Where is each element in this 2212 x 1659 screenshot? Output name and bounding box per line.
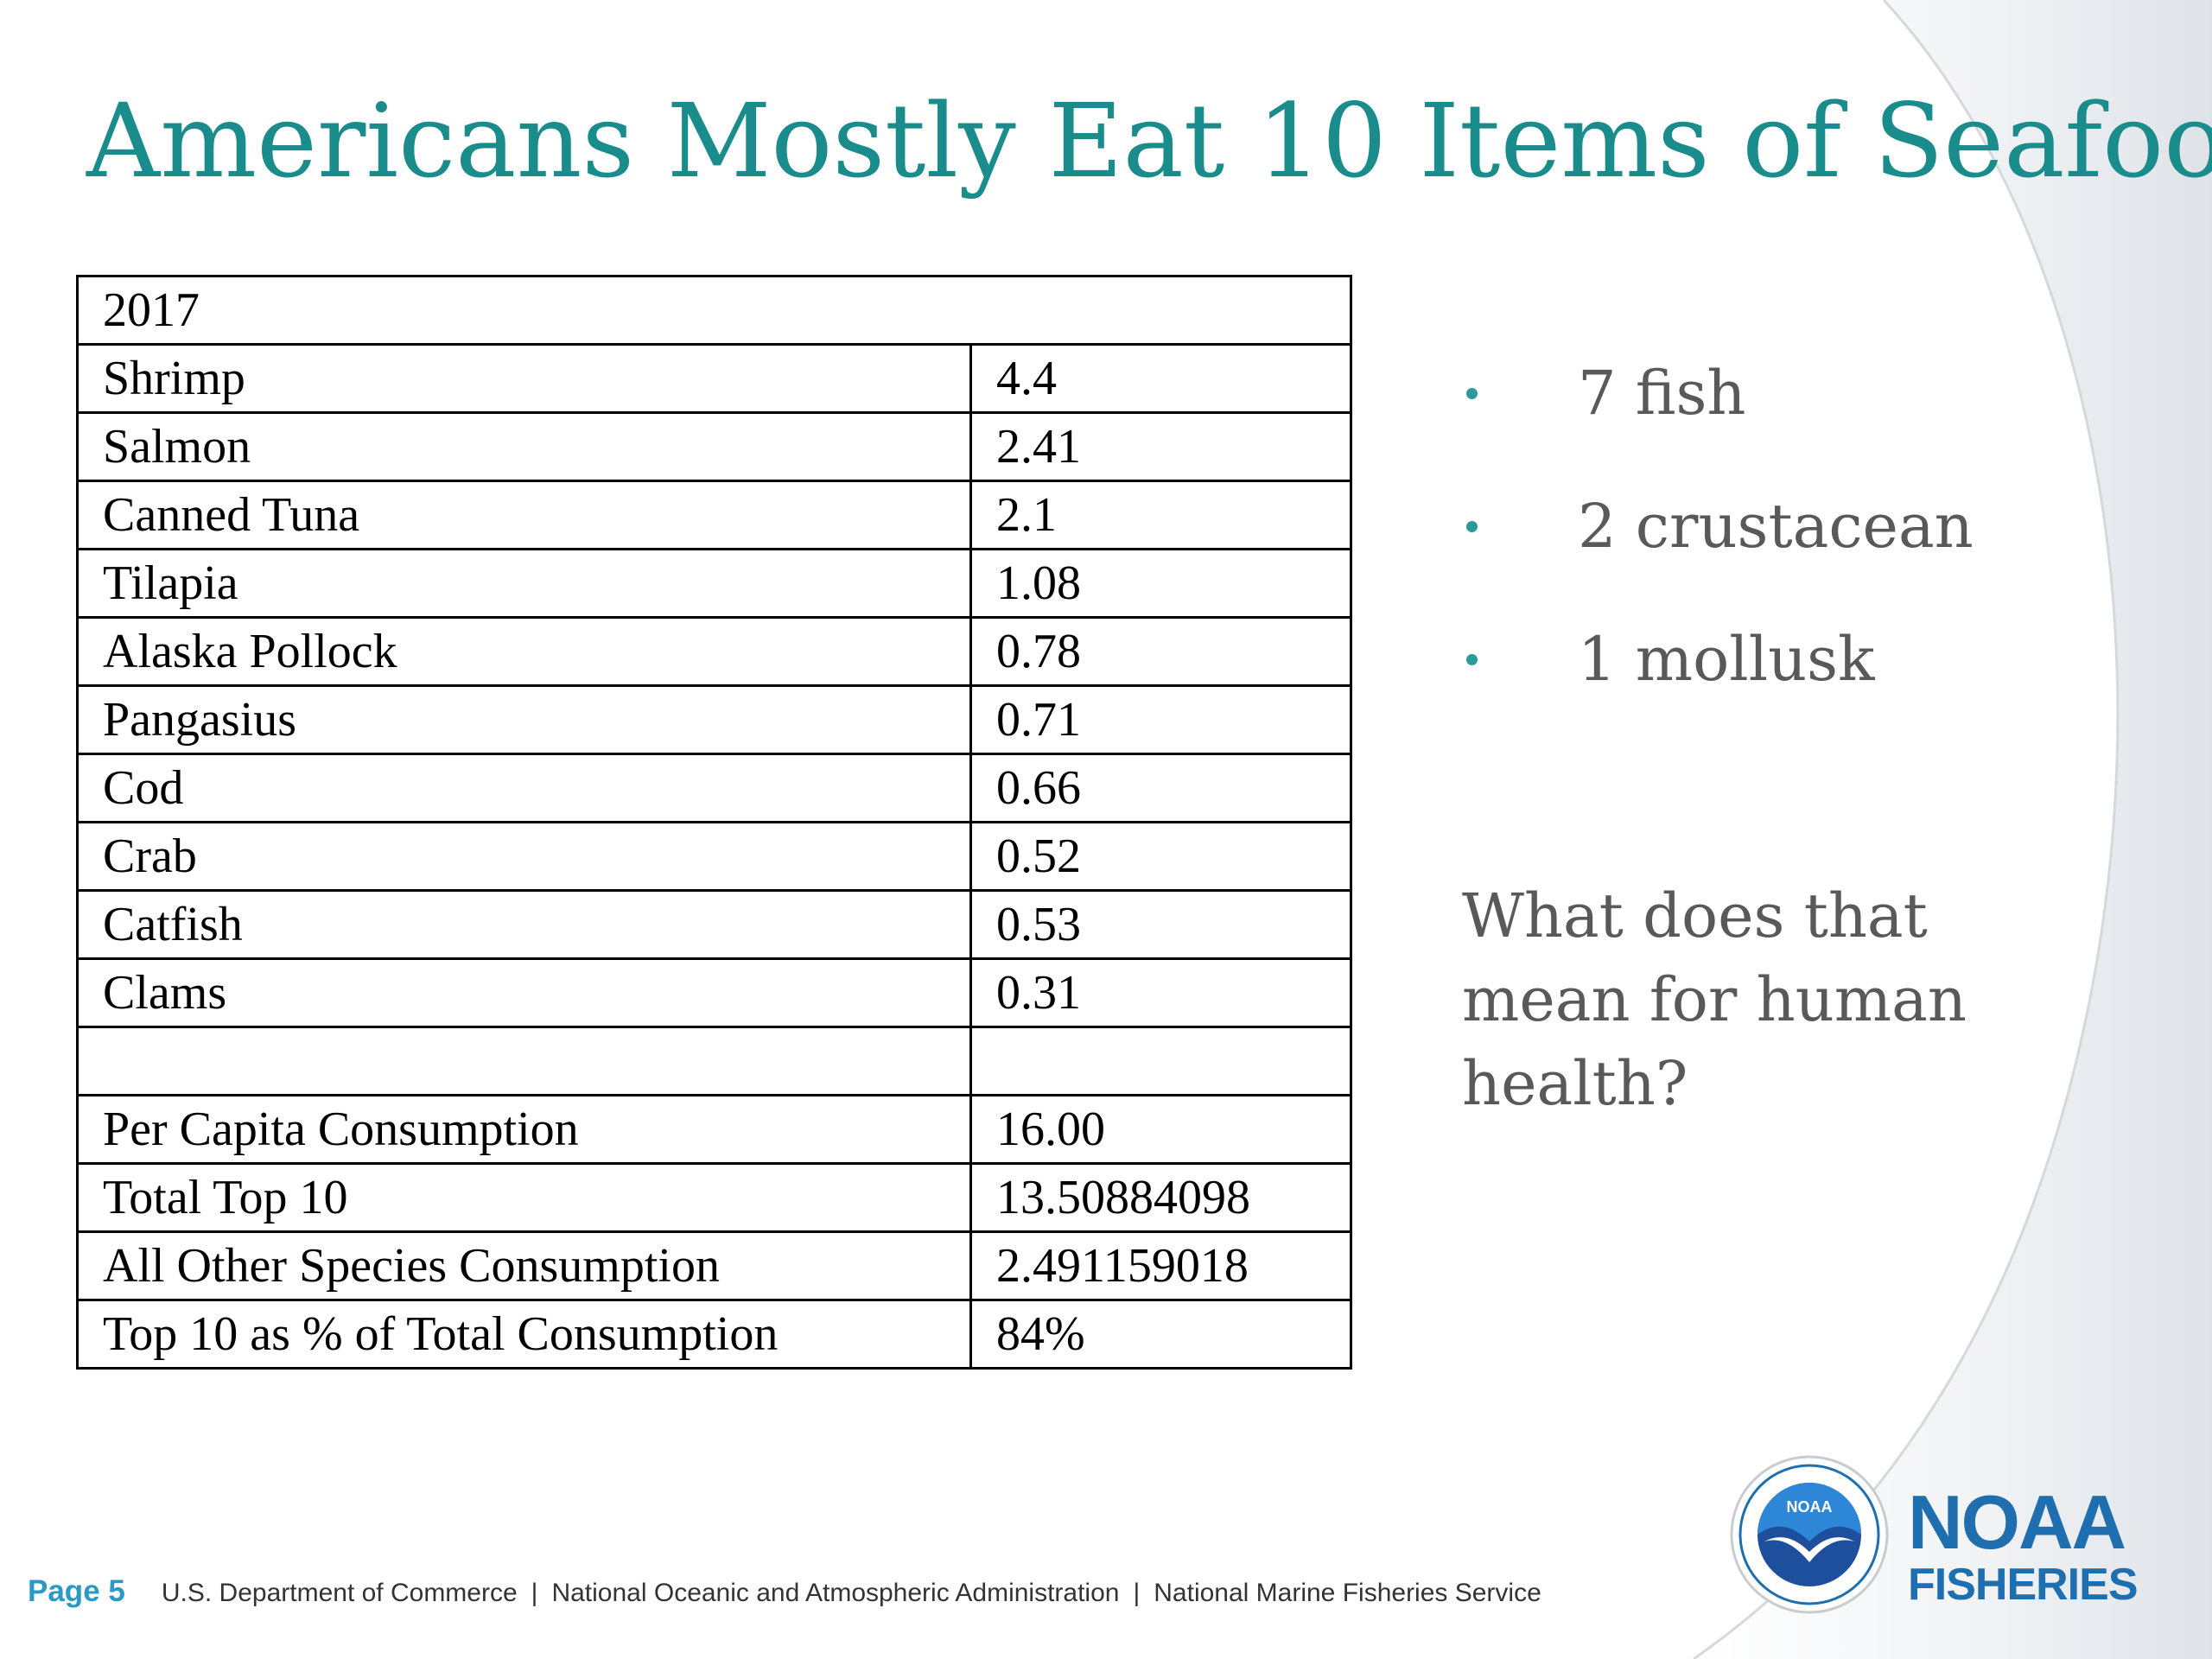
footer-org-commerce: U.S. Department of Commerce	[161, 1579, 518, 1607]
table-value-cell: 2.1	[969, 480, 1352, 550]
table-row: Canned Tuna 2.1	[76, 480, 1352, 550]
table-value-cell: 0.31	[969, 957, 1352, 1028]
table-label-cell: Cod	[76, 753, 972, 823]
table-row: Tilapia 1.08	[76, 548, 1352, 619]
table-summary-row: Per Capita Consumption 16.00	[76, 1094, 1352, 1165]
table-row: Catfish 0.53	[76, 889, 1352, 960]
bullet-dot-icon	[1466, 653, 1478, 665]
table-row: Alaska Pollock 0.78	[76, 616, 1352, 687]
bullet-item: 1 mollusk	[1452, 593, 1974, 726]
wordmark-noaa: NOAA	[1908, 1479, 2126, 1565]
table-label-cell: Salmon	[76, 411, 972, 482]
bullet-list: 7 fish 2 crustacean 1 mollusk	[1452, 327, 1974, 726]
table-value-cell: 84%	[969, 1299, 1352, 1370]
table-label-cell: All Other Species Consumption	[76, 1230, 972, 1301]
table-value-cell: 4.4	[969, 343, 1352, 414]
footer-org-nmfs: National Marine Fisheries Service	[1154, 1579, 1541, 1607]
seafood-consumption-table: 2017 Shrimp 4.4 Salmon 2.41 Canned Tuna …	[76, 275, 1352, 1370]
table-summary-row: Top 10 as % of Total Consumption 84%	[76, 1299, 1352, 1370]
table-label-cell: Total Top 10	[76, 1162, 972, 1233]
table-label-cell: Alaska Pollock	[76, 616, 972, 687]
table-value-cell: 1.08	[969, 548, 1352, 619]
table-label-cell: Canned Tuna	[76, 480, 972, 550]
wordmark-fisheries: FISHERIES	[1908, 1560, 2138, 1610]
bullet-dot-icon	[1466, 387, 1478, 399]
table-value-cell: 0.53	[969, 889, 1352, 960]
bullet-item: 7 fish	[1452, 327, 1974, 460]
table-row: Cod 0.66	[76, 753, 1352, 823]
slide-title: Americans Mostly Eat 10 Items of Seafood	[86, 81, 2212, 200]
bullet-text: 7 fish	[1578, 358, 1746, 429]
table-label-cell: Per Capita Consumption	[76, 1094, 972, 1165]
table-value-cell: 0.78	[969, 616, 1352, 687]
page-number: Page 5	[28, 1574, 125, 1608]
question-text: What does that mean for human health?	[1462, 880, 1967, 1119]
table-label-cell: Crab	[76, 821, 972, 892]
table-value-cell: 2.491159018	[969, 1230, 1352, 1301]
table-row: Clams 0.31	[76, 957, 1352, 1028]
table-value-cell: 16.00	[969, 1094, 1352, 1165]
bullet-text: 1 mollusk	[1578, 624, 1875, 695]
noaa-emblem-icon: NOAA	[1730, 1455, 1889, 1614]
table-value-cell: 2.41	[969, 411, 1352, 482]
table-label-cell: Clams	[76, 957, 972, 1028]
bullet-dot-icon	[1466, 520, 1478, 532]
table-row-empty	[76, 1026, 1352, 1096]
table-value-cell	[969, 1026, 1352, 1096]
table-label-cell: Shrimp	[76, 343, 972, 414]
table-value-cell: 0.71	[969, 684, 1352, 755]
emblem-text: NOAA	[1787, 1498, 1833, 1516]
table-summary-row: Total Top 10 13.50884098	[76, 1162, 1352, 1233]
footer-separator: |	[531, 1579, 538, 1607]
table-year-cell: 2017	[76, 275, 1352, 346]
table-label-cell: Catfish	[76, 889, 972, 960]
table-value-cell: 13.50884098	[969, 1162, 1352, 1233]
table-label-cell: Top 10 as % of Total Consumption	[76, 1299, 972, 1370]
table-row: Crab 0.52	[76, 821, 1352, 892]
table-summary-row: All Other Species Consumption 2.49115901…	[76, 1230, 1352, 1301]
table-row: Salmon 2.41	[76, 411, 1352, 482]
noaa-fisheries-wordmark: NOAA FISHERIES	[1908, 1479, 2138, 1610]
table-row: Shrimp 4.4	[76, 343, 1352, 414]
table-row: Pangasius 0.71	[76, 684, 1352, 755]
table-label-cell: Tilapia	[76, 548, 972, 619]
footer-separator: |	[1133, 1579, 1141, 1607]
table-header-row: 2017	[76, 275, 1352, 346]
footer: Page 5 U.S. Department of Commerce | Nat…	[28, 1574, 1541, 1609]
bullet-text: 2 crustacean	[1578, 491, 1974, 562]
table-value-cell: 0.66	[969, 753, 1352, 823]
footer-org-noaa: National Oceanic and Atmospheric Adminis…	[551, 1579, 1120, 1607]
bullet-item: 2 crustacean	[1452, 460, 1974, 593]
table-label-cell: Pangasius	[76, 684, 972, 755]
table-value-cell: 0.52	[969, 821, 1352, 892]
table-label-cell	[76, 1026, 972, 1096]
